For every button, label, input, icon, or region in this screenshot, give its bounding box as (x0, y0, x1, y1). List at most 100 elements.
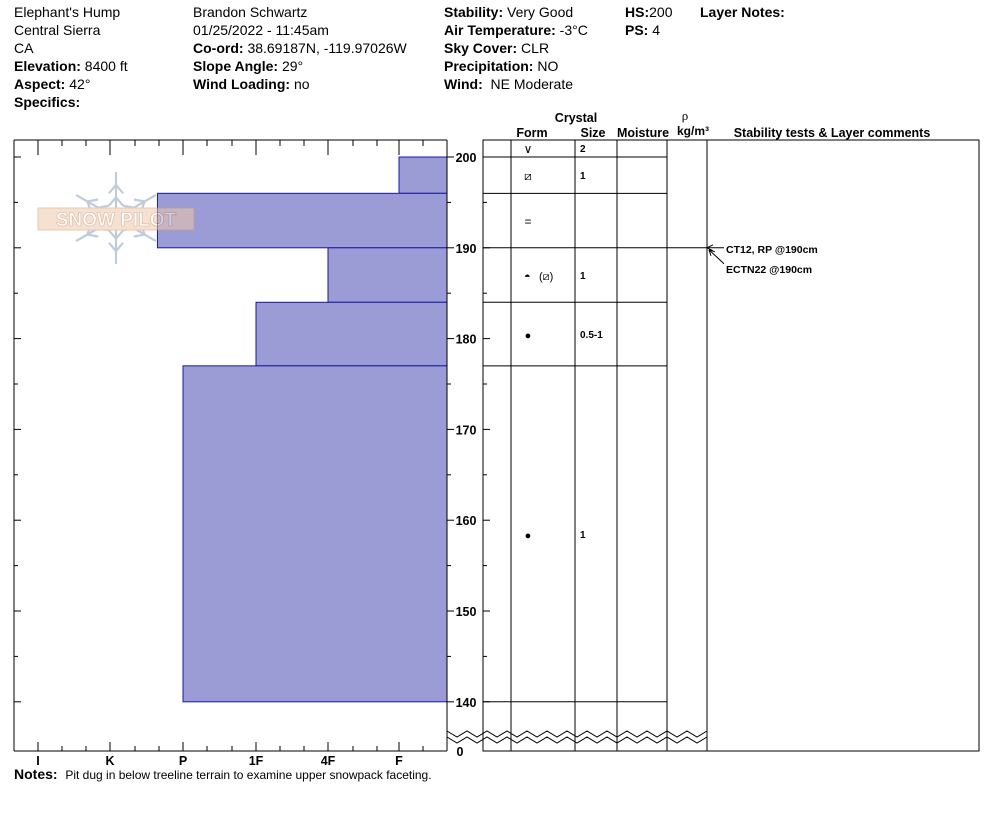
hardness-label-I: I (36, 754, 39, 768)
height-of-snow: HS:200 (625, 4, 673, 20)
axis-break-lower (446, 736, 708, 744)
hardness-bar-4 (182, 365, 448, 703)
flake-branch (108, 241, 117, 252)
depth-label-170: 170 (456, 423, 477, 437)
crystal-row-2: = (524, 215, 531, 229)
hardness-bar-1 (156, 192, 448, 249)
flake-branch (108, 229, 117, 240)
form-header: Form (516, 126, 547, 140)
flake-branch (108, 184, 117, 195)
stability-test-ct: CT12, RP @190cm (726, 244, 818, 256)
crystal-table: ∨ 2⧄ 1=◓ (⧄) 1● 0.5-1● 1 (446, 139, 980, 752)
depth-axis: 140 150 160 170 180 190 200 0 (446, 140, 490, 759)
depth-label-180: 180 (456, 333, 477, 347)
penetration-ski: PS: 4 (625, 22, 661, 38)
layer-notes-label: Layer Notes: (700, 4, 785, 20)
coordinates: Co-ord: 38.69187N, -119.97026W (193, 40, 407, 56)
test-arrow-2 (708, 249, 725, 265)
stability-comments-header: Stability tests & Layer comments (734, 126, 931, 140)
sky-cover: Sky Cover: CLR (444, 40, 550, 56)
axis-break-upper (446, 730, 708, 738)
hardness-label-K: K (105, 754, 114, 768)
crystal-row-3: ◓ (⧄) 1 (524, 271, 586, 283)
aspect: Aspect: 42° (14, 76, 91, 92)
observer-name: Brandon Schwartz (193, 4, 308, 20)
flake-branch (115, 196, 124, 207)
test-arrowhead-2 (708, 249, 716, 256)
header-observer: Brandon Schwartz 01/25/2022 - 11:45am Co… (193, 3, 407, 93)
hardness-bar-2 (327, 247, 448, 303)
flake-branch (115, 184, 124, 195)
hardness-label-F: F (395, 754, 403, 768)
crystal-row-0: ∨ 2 (524, 142, 586, 156)
stability-test-ect: ECTN22 @190cm (726, 264, 812, 276)
hardness-bars (156, 156, 448, 703)
location-name: Elephant's Hump (14, 4, 121, 20)
flake-branch (115, 229, 124, 240)
flake-branch (133, 198, 145, 203)
precipitation: Precipitation: NO (444, 58, 559, 74)
stability: Stability: Very Good (444, 4, 574, 20)
density-symbol: ρ (682, 108, 689, 123)
crystal-form-symbol: = (524, 215, 531, 229)
crystal-form-symbol: ● (525, 330, 532, 342)
crystal-row-4: ● 0.5-1 (525, 330, 604, 342)
crystal-form-symbol: ◓ (524, 271, 531, 283)
hardness-label-P: P (179, 754, 187, 768)
notes-text: Pit dug in below treeline terrain to exa… (65, 768, 432, 782)
flake-branch (133, 233, 145, 238)
table-frame (482, 139, 980, 752)
crystal-header: Crystal (555, 111, 597, 125)
depth-label-160: 160 (456, 514, 477, 528)
hardness-label-4F: 4F (321, 754, 336, 768)
hardness-label-1F: 1F (249, 754, 264, 768)
crystal-form-symbol: ⧄ (524, 169, 532, 183)
hardness-axes: I K P 1F 4F F (13, 139, 447, 768)
header-conditions: Stability: Very Good Air Temperature: -3… (444, 3, 588, 93)
crystal-row-5: ● 1 (525, 530, 586, 542)
wind-loading: Wind Loading: no (193, 76, 310, 92)
header-layer-notes: Layer Notes: (700, 3, 785, 21)
crystal-size: 1 (580, 530, 586, 541)
header-snow-depth: HS:200 PS: 4 (625, 3, 672, 39)
elevation: Elevation: 8400 ft (14, 58, 128, 74)
hardness-bar-0 (398, 156, 448, 194)
air-temperature: Air Temperature: -3°C (444, 22, 588, 38)
crystal-size: 0.5-1 (580, 330, 603, 341)
crystal-size: 2 (580, 144, 586, 155)
slope-angle: Slope Angle: 29° (193, 58, 304, 74)
depth-label-200: 200 (456, 151, 477, 165)
depth-label-190: 190 (456, 242, 477, 256)
crystal-form-symbol: ● (525, 530, 532, 542)
crystal-form-symbol-secondary: (⧄) (539, 271, 553, 283)
crystal-size: 1 (580, 271, 586, 282)
state: CA (14, 40, 34, 56)
flake-branch (122, 204, 135, 209)
size-header: Size (580, 126, 605, 140)
wind: Wind: NE Moderate (444, 76, 574, 92)
hardness-bar-3 (255, 301, 448, 367)
stability-tests: CT12, RP @190cm ECTN22 @190cm (706, 244, 818, 276)
crystal-form-symbol: ∨ (524, 142, 533, 156)
depth-label-150: 150 (456, 605, 477, 619)
notes: Notes: Pit dug in below treeline terrain… (14, 766, 432, 782)
specifics: Specifics: (14, 94, 81, 110)
flake-branch (87, 233, 99, 238)
depth-label-140: 140 (456, 696, 477, 710)
moisture-header: Moisture (617, 126, 669, 140)
crystal-row-1: ⧄ 1 (524, 169, 586, 183)
snowpilot-logo: SNOW PILOT (37, 172, 195, 264)
snow-profile-chart: SNOW PILOT I K P 1F 4F F 14015016017018019020… (13, 108, 980, 768)
flake-branch (115, 241, 124, 252)
mountain-range: Central Sierra (14, 22, 101, 38)
flake-branch (108, 196, 117, 207)
notes-label: Notes: (14, 766, 58, 782)
crystal-size: 1 (580, 171, 586, 182)
logo-text: SNOW PILOT (56, 210, 177, 231)
flake-branch (87, 198, 99, 203)
header-site: Elephant's Hump Central Sierra CA Elevat… (14, 3, 128, 111)
flake-branch (97, 204, 110, 209)
depth-label-0: 0 (457, 745, 464, 759)
observation-datetime: 01/25/2022 - 11:45am (193, 22, 329, 38)
density-unit: kg/m³ (677, 124, 709, 138)
